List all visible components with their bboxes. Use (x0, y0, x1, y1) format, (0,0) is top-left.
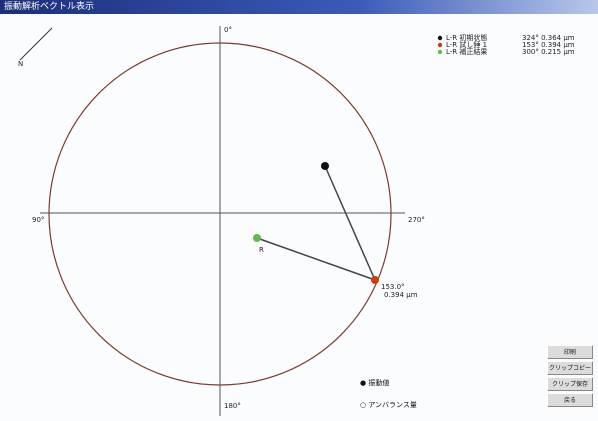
axis-label: 270° (408, 216, 425, 224)
radio-option[interactable]: ● 振動値 (360, 379, 390, 387)
point-label: R (259, 246, 264, 254)
vector-line (256, 237, 376, 281)
point-result (253, 234, 261, 242)
radio-option[interactable]: ○ アンバランス量 (360, 401, 417, 409)
legend-dot (437, 49, 443, 55)
button[interactable]: クリップ保存 (547, 377, 593, 391)
legend-dot (437, 35, 443, 41)
button[interactable]: 戻る (547, 393, 593, 407)
vector-plot: N 0° 90° 270° 180° 153.0° 0.394 μm R L-R… (18, 26, 575, 416)
north-arrow (19, 27, 53, 61)
title-bar: 振動解析ベクトル表示 (0, 0, 598, 14)
axis-label: 90° (32, 216, 44, 224)
axis-label: 180° (224, 402, 241, 410)
vector-line (324, 165, 376, 281)
button[interactable]: クリップコピー (547, 361, 593, 375)
legend-value: 324° 0.364 μm (522, 34, 575, 42)
point-label: 0.394 μm (384, 291, 418, 299)
point-label: 153.0° (381, 283, 405, 291)
button[interactable]: 印刷 (547, 345, 593, 359)
legend-dot (437, 42, 443, 48)
legend-label: L-R 初期状態 (446, 33, 487, 42)
point-trial (371, 276, 379, 284)
north-label: N (18, 60, 23, 68)
legend-value: 300° 0.215 μm (522, 48, 575, 56)
point-initial (321, 162, 329, 170)
legend-value: 153° 0.394 μm (522, 41, 575, 49)
axis-label: 0° (224, 26, 232, 34)
legend-label: L-R 補正結果 (446, 47, 487, 56)
legend-label: L-R 試し錘 1 (446, 40, 487, 49)
